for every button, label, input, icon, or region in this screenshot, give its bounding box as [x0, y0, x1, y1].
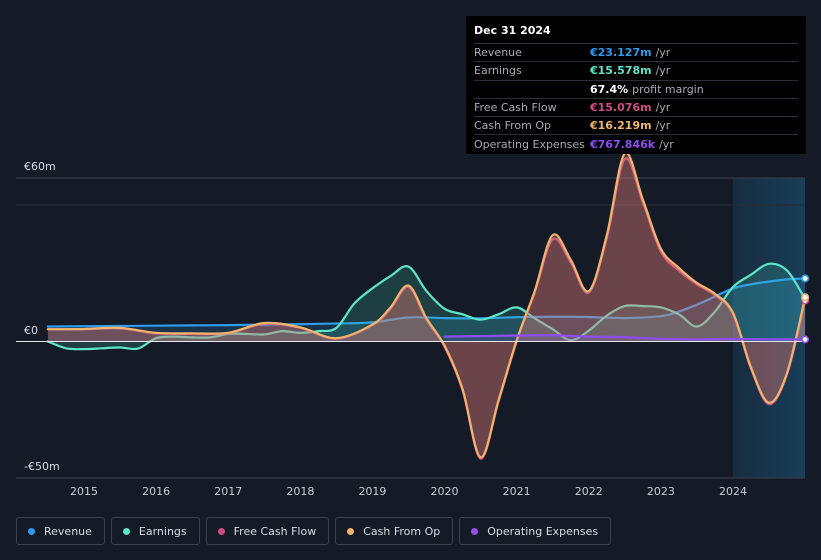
tooltip-panel: Dec 31 2024 Revenue €23.127m/yr Earnings €1… — [466, 16, 806, 154]
legend-item-earnings[interactable]: Earnings — [110, 517, 200, 545]
endpoint-marker-operating-expenses — [801, 335, 810, 344]
series-line-earnings — [46, 262, 807, 351]
tooltip-row-label: Operating Expenses — [474, 137, 585, 151]
tooltip-row: Free Cash Flow €15.076m/yr — [474, 97, 798, 116]
tooltip-row-unit: /yr — [655, 119, 671, 133]
tooltip-row-value: €16.219m — [590, 119, 652, 133]
tooltip-row: 67.4% profit margin — [474, 79, 798, 98]
tooltip-row-value: €23.127m — [590, 46, 652, 60]
legend-label: Cash From Op — [363, 524, 441, 538]
tooltip-row-unit: /yr — [655, 46, 671, 60]
x-tick-label: 2023 — [647, 485, 675, 498]
legend-dot-icon — [28, 527, 35, 535]
series-area-cash-from-op — [47, 152, 806, 458]
series-line-operating-expenses — [443, 334, 807, 341]
series-area-earnings — [47, 263, 806, 350]
tooltip-row-value: €15.578m — [590, 64, 652, 78]
legend-item-operating-expenses[interactable]: Operating Expenses — [459, 517, 612, 545]
tooltip-row-value: 67.4% — [590, 82, 629, 96]
tooltip-row-label: Earnings — [474, 64, 522, 78]
legend-label: Operating Expenses — [487, 524, 599, 538]
legend-label: Free Cash Flow — [233, 524, 317, 538]
x-tick-label: 2019 — [358, 485, 386, 498]
endpoint-marker-cash-from-op — [801, 293, 810, 302]
tooltip-row-unit: profit margin — [632, 82, 704, 96]
legend-item-free-cash-flow[interactable]: Free Cash Flow — [205, 517, 330, 545]
x-tick-label: 2018 — [286, 485, 314, 498]
tooltip-row: Revenue €23.127m/yr — [474, 43, 798, 61]
tooltip-row-value: €767.846k — [590, 137, 656, 151]
tooltip-row: Earnings €15.578m/yr — [474, 61, 798, 79]
x-tick-label: 2022 — [575, 485, 603, 498]
x-tick-label: 2015 — [70, 485, 98, 498]
x-tick-label: 2016 — [142, 485, 170, 498]
x-tick-label: 2020 — [431, 485, 459, 498]
tooltip-date: Dec 31 2024 — [474, 24, 551, 37]
tooltip-row-unit: /yr — [659, 137, 674, 151]
y-tick-label: €60m — [24, 160, 56, 173]
tooltip-row-label: Revenue — [474, 46, 522, 60]
legend-item-revenue[interactable]: Revenue — [16, 517, 105, 545]
tooltip-row-label: Cash From Op — [474, 119, 552, 133]
legend-dot-icon — [471, 527, 479, 535]
tooltip-row-value: €15.076m — [590, 101, 652, 115]
tooltip-row-unit: /yr — [655, 101, 671, 115]
legend-dot-icon — [347, 527, 355, 535]
legend-label: Earnings — [138, 524, 187, 538]
legend: Revenue Earnings Free Cash Flow Cash From O… — [16, 517, 612, 545]
legend-item-cash-from-op[interactable]: Cash From Op — [335, 517, 454, 545]
x-tick-label: 2017 — [214, 485, 242, 498]
tooltip-row: Operating Expenses €767.846k/yr — [474, 134, 798, 152]
endpoint-marker-revenue — [801, 274, 810, 283]
legend-label: Revenue — [44, 524, 92, 538]
forecast-highlight-band — [733, 178, 805, 478]
legend-dot-icon — [217, 527, 225, 535]
tooltip-row-label: Free Cash Flow — [474, 101, 557, 115]
y-tick-label: -€50m — [24, 460, 60, 473]
x-tick-label: 2024 — [719, 485, 747, 498]
tooltip-row-unit: /yr — [655, 64, 671, 78]
legend-dot-icon — [122, 527, 130, 535]
series-line-cash-from-op — [46, 152, 807, 459]
x-tick-label: 2021 — [503, 485, 531, 498]
series-area-free-cash-flow — [47, 158, 806, 459]
y-tick-label: €0 — [24, 324, 38, 337]
tooltip-row: Cash From Op €16.219m/yr — [474, 116, 798, 134]
